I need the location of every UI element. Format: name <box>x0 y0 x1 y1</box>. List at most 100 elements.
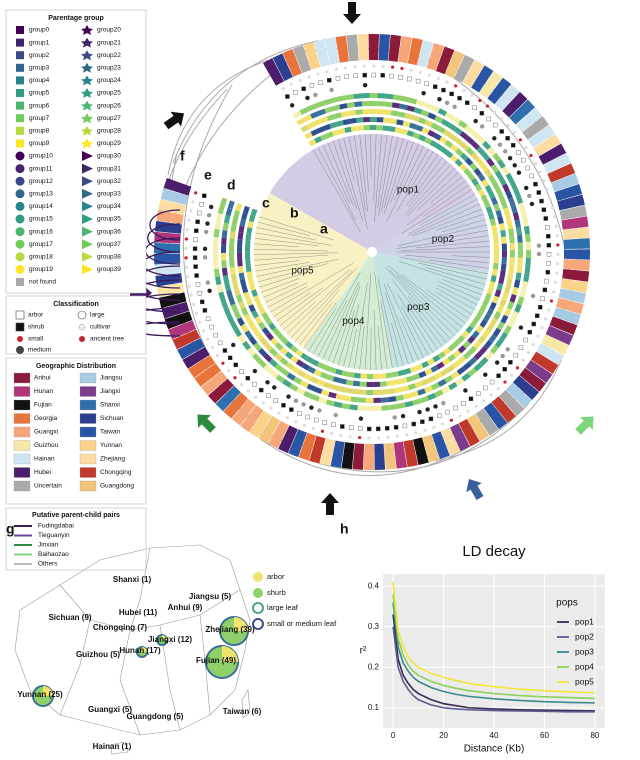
ring-segment <box>308 138 317 147</box>
ring-segment <box>393 441 408 469</box>
ring-segment <box>431 431 450 460</box>
ring-segment <box>462 59 485 88</box>
ring-segment <box>469 162 478 171</box>
ring-segment <box>350 125 358 132</box>
legend-label: group15 <box>29 216 53 223</box>
ring-segment <box>314 136 323 144</box>
ring-segment <box>392 379 401 386</box>
ring-segment <box>481 179 490 188</box>
square <box>199 299 205 305</box>
map-label: Fujian (49) <box>196 656 236 665</box>
ring-segment <box>274 352 283 362</box>
ring-segment <box>358 389 367 395</box>
branch <box>401 246 490 251</box>
branch <box>411 154 439 193</box>
star <box>316 72 320 76</box>
ring-segment <box>463 167 472 176</box>
dot <box>333 412 338 418</box>
x-tick-label: 40 <box>490 731 499 740</box>
ring-segment <box>412 132 421 140</box>
square <box>546 252 552 257</box>
ring-segment <box>348 109 356 116</box>
ring-segment <box>251 289 258 297</box>
panel-label: h <box>340 521 349 537</box>
ring-segment <box>415 99 425 107</box>
ring-segment <box>399 103 408 111</box>
ring-segment <box>509 257 515 265</box>
branch <box>359 325 365 370</box>
dot <box>421 90 426 96</box>
ring-segment <box>366 389 374 395</box>
ring-segment <box>229 320 238 331</box>
legend-label: group24 <box>97 77 121 84</box>
square <box>349 425 354 430</box>
map-legend-label: large leaf <box>267 603 299 612</box>
branch <box>386 145 424 222</box>
ring-segment <box>563 238 590 250</box>
branch <box>317 299 348 357</box>
ring-segment <box>233 310 242 320</box>
dot <box>494 360 500 365</box>
legend-label: not found <box>29 279 56 286</box>
dot <box>524 185 529 191</box>
ring-segment <box>563 259 590 271</box>
ring-segment <box>403 368 412 375</box>
square <box>366 426 372 432</box>
ring-segment <box>249 283 256 291</box>
map-label: Guangdong (5) <box>127 712 184 721</box>
star <box>509 373 514 377</box>
ring-segment <box>383 117 391 124</box>
ring-segment <box>452 339 461 348</box>
ring-segment <box>509 180 518 190</box>
ring-segment <box>239 279 247 287</box>
legend-label: group14 <box>29 203 53 210</box>
branch <box>373 134 377 202</box>
ring-segment <box>233 209 241 219</box>
star <box>470 93 474 97</box>
ring-segment <box>337 95 347 102</box>
legend-label: group29 <box>97 140 121 147</box>
legend-label: large <box>90 312 105 319</box>
ring-segment <box>409 122 417 130</box>
ring-segment <box>512 187 521 197</box>
square <box>424 81 429 86</box>
star <box>545 187 549 192</box>
ring-segment <box>248 214 256 223</box>
ring-segment <box>223 392 249 419</box>
ring-segment <box>518 202 526 212</box>
ring-segment <box>517 257 523 266</box>
ring-segment <box>421 360 430 369</box>
ring-segment <box>238 225 245 234</box>
ring-segment <box>342 118 351 126</box>
ring-segment <box>473 351 483 361</box>
ring-segment <box>244 313 252 323</box>
ring-segment <box>453 54 475 83</box>
ring-segment <box>554 183 583 201</box>
branch <box>312 149 361 232</box>
branch <box>255 232 332 246</box>
ring-segment <box>369 101 378 107</box>
map-bubble-slice <box>162 635 167 640</box>
ring-segment <box>465 146 475 156</box>
ring-segment <box>418 370 427 379</box>
legend-label: Guangdong <box>100 483 134 490</box>
ring-segment <box>299 380 309 389</box>
ring-segment <box>433 133 442 141</box>
ring-segment <box>373 381 381 387</box>
square <box>543 216 549 221</box>
ring-segment <box>394 127 402 134</box>
ring-segment <box>377 101 385 107</box>
ring-segment <box>289 383 299 392</box>
square <box>457 95 462 101</box>
square <box>233 362 238 368</box>
ring-segment <box>245 252 251 260</box>
ring-segment <box>376 117 384 123</box>
ring-segment <box>300 352 309 361</box>
branch <box>257 221 311 236</box>
star <box>215 353 220 358</box>
map-legend-label: arbor <box>267 572 285 581</box>
ring-segment <box>349 404 358 411</box>
ring-segment <box>478 345 488 355</box>
square <box>193 237 198 242</box>
swatch <box>79 426 97 438</box>
